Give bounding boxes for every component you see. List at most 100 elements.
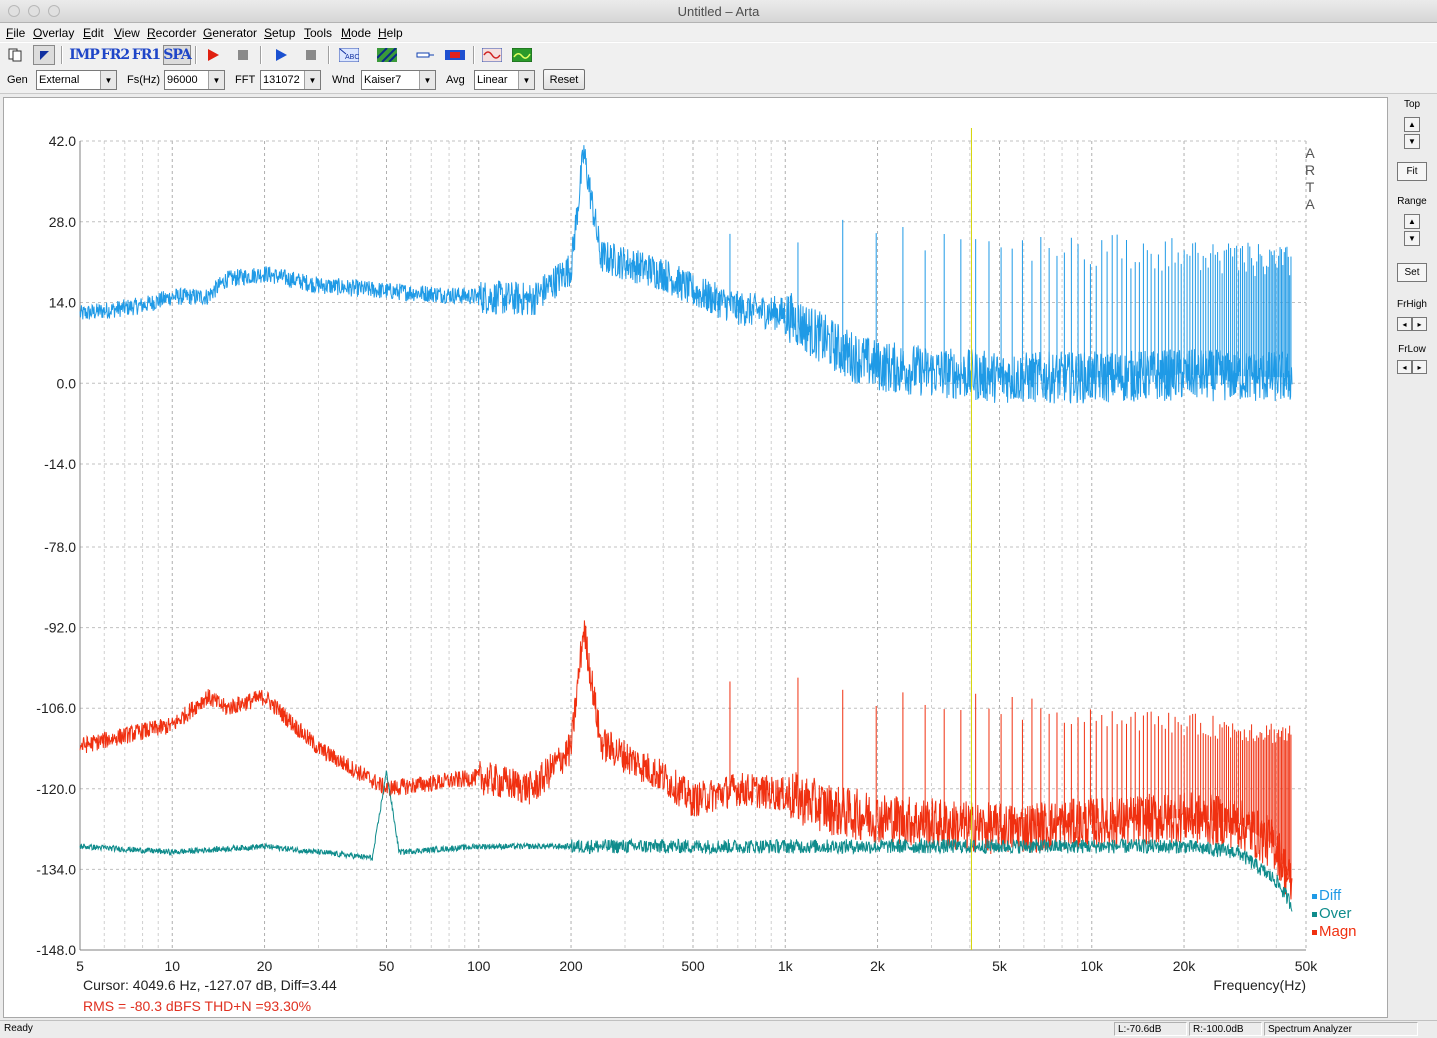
status-bar: Ready L:-70.6dB R:-100.0dB Spectrum Anal…	[0, 1020, 1437, 1038]
chevron-left-icon: ◂	[1402, 362, 1407, 372]
signal-generator-button[interactable]	[480, 45, 504, 65]
status-right-level: R:-100.0dB	[1189, 1022, 1262, 1036]
fr1-mode-button[interactable]: FR1	[131, 45, 161, 65]
x-tick-label: 20	[257, 958, 273, 974]
frhigh-label: FrHigh	[1396, 299, 1427, 310]
frhigh-right-button[interactable]: ▸	[1412, 317, 1427, 331]
close-window-button[interactable]	[8, 5, 20, 17]
probe-button[interactable]	[412, 45, 436, 65]
x-tick-label: 10	[164, 958, 180, 974]
chevron-down-icon: ▼	[208, 71, 224, 89]
play-blue-icon	[276, 49, 287, 61]
spectrum-plot[interactable]: 42.0 28.0 14.0 0.0 -14.0 -78.0 -92.0 -106.0 -120…	[4, 98, 1387, 1017]
menu-help[interactable]: Help	[378, 26, 403, 40]
record-play-button[interactable]	[270, 45, 292, 65]
minimize-window-button[interactable]	[28, 5, 40, 17]
y-tick-label: 14.0	[49, 295, 76, 311]
generator-stop-button[interactable]	[232, 45, 254, 65]
x-tick-label: 500	[681, 958, 705, 974]
menu-generator[interactable]: Generator	[203, 26, 258, 40]
fit-button[interactable]: Fit	[1397, 162, 1427, 181]
window-title: Untitled – Arta	[677, 4, 760, 19]
settings-toolbar: Gen External ▼ Fs(Hz) 96000 ▼ FFT 131072…	[0, 67, 1437, 94]
reset-button[interactable]: Reset	[543, 69, 585, 90]
y-tick-label: -92.0	[44, 620, 76, 636]
chevron-down-icon: ▼	[304, 71, 320, 89]
y-tick-label: 42.0	[49, 133, 76, 149]
rms-readout: RMS = -80.3 dBFS THD+N =93.30%	[83, 998, 311, 1014]
y-tick-label: 28.0	[49, 214, 76, 230]
imp-label: IMP	[69, 47, 100, 63]
sine-icon	[482, 48, 502, 62]
fft-value: 131072	[263, 74, 300, 86]
menu-tools[interactable]: Tools	[304, 26, 333, 40]
y-tick-label: -14.0	[44, 456, 76, 472]
menu-setup[interactable]: Setup	[264, 26, 296, 40]
svg-text:ABC: ABC	[345, 54, 359, 61]
status-text: Ready	[4, 1023, 33, 1034]
series-line-over	[79, 770, 1293, 912]
gen-value: External	[39, 74, 80, 86]
frlow-right-button[interactable]: ▸	[1412, 360, 1427, 374]
x-tick-label: 20k	[1173, 958, 1197, 974]
chevron-down-icon: ▼	[1408, 234, 1416, 243]
scope-button[interactable]	[510, 45, 534, 65]
legend-swatch-magn	[1312, 930, 1317, 935]
top-label: Top	[1403, 99, 1421, 110]
x-tick-label: 10k	[1080, 958, 1104, 974]
gen-label: Gen	[7, 74, 28, 86]
copy-button[interactable]	[4, 45, 26, 65]
y-tick-label: -106.0	[36, 700, 76, 716]
hatch-icon	[377, 48, 397, 62]
legend-label-over: Over	[1319, 905, 1352, 922]
fs-select[interactable]: 96000 ▼	[164, 70, 225, 90]
meter-button[interactable]	[443, 45, 467, 65]
spa-mode-button[interactable]: SPA	[163, 45, 192, 65]
cursor-readout: Cursor: 4049.6 Hz, -127.07 dB, Diff=3.44	[83, 977, 337, 993]
x-tick-label: 100	[467, 958, 491, 974]
top-down-button[interactable]: ▼	[1404, 134, 1420, 149]
record-stop-button[interactable]	[300, 45, 322, 65]
chevron-down-icon: ▼	[100, 71, 116, 89]
generator-play-button[interactable]	[202, 45, 224, 65]
abc-icon: ABC	[339, 48, 359, 62]
fr2-label: FR2	[100, 47, 130, 63]
range-up-button[interactable]: ▲	[1404, 214, 1420, 229]
chevron-left-icon: ◂	[1402, 319, 1407, 329]
set-button[interactable]: Set	[1397, 263, 1427, 282]
range-down-button[interactable]: ▼	[1404, 231, 1420, 246]
calibrate-button[interactable]: ABC	[337, 45, 361, 65]
fr2-mode-button[interactable]: FR2	[100, 45, 130, 65]
x-tick-label: 50k	[1295, 958, 1319, 974]
y-tick-label: -148.0	[36, 942, 76, 958]
fr1-label: FR1	[131, 47, 161, 63]
overlay-button[interactable]	[375, 45, 399, 65]
fft-select[interactable]: 131072 ▼	[260, 70, 321, 90]
series-line-diff	[79, 145, 1293, 404]
frhigh-left-button[interactable]: ◂	[1397, 317, 1412, 331]
x-tick-label: 1k	[778, 958, 794, 974]
spectrum-plot-panel[interactable]: 42.0 28.0 14.0 0.0 -14.0 -78.0 -92.0 -106.0 -120…	[3, 97, 1388, 1018]
title-bar: Untitled – Arta	[0, 0, 1437, 23]
menu-mode[interactable]: Mode	[341, 26, 372, 40]
gen-select[interactable]: External ▼	[36, 70, 117, 90]
fs-value: 96000	[167, 74, 198, 86]
menu-view[interactable]: View	[114, 26, 140, 40]
zoom-window-button[interactable]	[48, 5, 60, 17]
menu-overlay[interactable]: Overlay	[33, 26, 75, 40]
wnd-select[interactable]: Kaiser7 ▼	[361, 70, 436, 90]
chevron-down-icon: ▼	[518, 71, 534, 89]
legend-label-magn: Magn	[1319, 923, 1357, 940]
menu-file[interactable]: File	[6, 26, 26, 40]
measure-mode-button[interactable]	[33, 45, 55, 65]
top-up-button[interactable]: ▲	[1404, 117, 1420, 132]
chevron-up-icon: ▲	[1408, 217, 1416, 226]
imp-mode-button[interactable]: IMP	[69, 45, 100, 65]
wnd-label: Wnd	[332, 74, 355, 86]
avg-select[interactable]: Linear ▼	[474, 70, 535, 90]
frlow-left-button[interactable]: ◂	[1397, 360, 1412, 374]
menu-edit[interactable]: Edit	[83, 26, 104, 40]
avg-value: Linear	[477, 74, 508, 86]
fft-label: FFT	[235, 74, 256, 86]
menu-recorder[interactable]: Recorder	[147, 26, 197, 40]
